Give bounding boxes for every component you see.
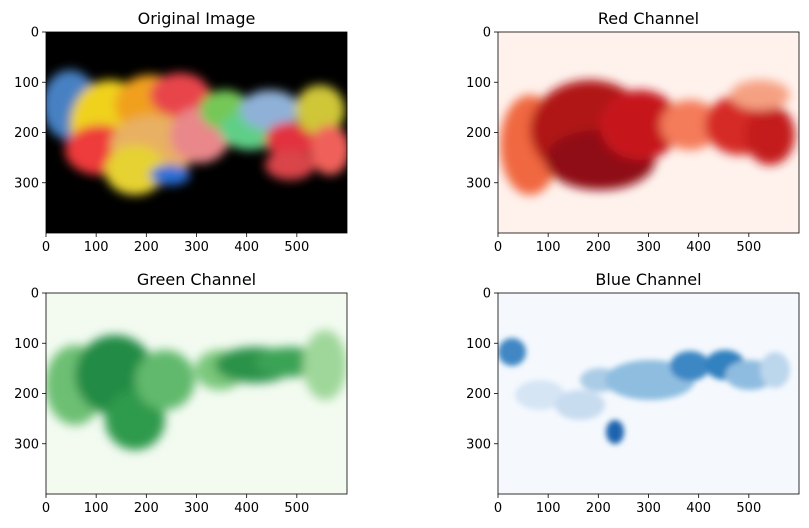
x-tick-label: 200 bbox=[134, 501, 159, 516]
panel-original-image: Original Image 0 bbox=[14, 9, 348, 255]
x-tick-label: 100 bbox=[536, 240, 561, 255]
x-tick-label: 500 bbox=[284, 240, 309, 255]
y-tick-label: 100 bbox=[14, 337, 39, 352]
x-tick-label: 300 bbox=[184, 501, 209, 516]
x-tick-label: 100 bbox=[536, 501, 561, 516]
y-tick-label: 200 bbox=[14, 126, 39, 141]
y-tick-label: 0 bbox=[31, 287, 39, 302]
x-tick-label: 200 bbox=[586, 501, 611, 516]
panel-title: Red Channel bbox=[598, 9, 699, 28]
x-tick-label: 400 bbox=[234, 240, 259, 255]
y-tick-label: 200 bbox=[14, 387, 39, 402]
x-tick-label: 300 bbox=[636, 240, 661, 255]
x-axis: 0 100 200 300 400 500 bbox=[494, 494, 761, 516]
x-tick-label: 0 bbox=[42, 240, 50, 255]
y-axis: 0 100 200 300 bbox=[14, 287, 46, 452]
x-tick-label: 500 bbox=[736, 501, 761, 516]
y-tick-label: 200 bbox=[466, 126, 491, 141]
panel-blue-channel: Blue Channel 0 100 200 300 400 500 0 100 200 300 bbox=[466, 270, 800, 516]
y-axis: 0 100 200 300 bbox=[466, 26, 498, 191]
image-original bbox=[46, 32, 347, 233]
x-tick-label: 400 bbox=[686, 240, 711, 255]
y-tick-label: 100 bbox=[466, 337, 491, 352]
y-tick-label: 300 bbox=[14, 437, 39, 452]
image-blue-channel bbox=[498, 293, 799, 494]
x-tick-label: 500 bbox=[284, 501, 309, 516]
y-tick-label: 0 bbox=[31, 26, 39, 41]
y-axis: 0 100 200 300 bbox=[466, 287, 498, 452]
x-tick-label: 400 bbox=[686, 501, 711, 516]
image-green-channel bbox=[46, 293, 347, 494]
y-tick-label: 300 bbox=[466, 176, 491, 191]
x-tick-label: 500 bbox=[736, 240, 761, 255]
x-axis: 0 100 200 300 400 500 bbox=[494, 233, 761, 255]
x-tick-label: 0 bbox=[494, 240, 502, 255]
y-tick-label: 300 bbox=[14, 176, 39, 191]
panel-green-channel: Green Channel 0 100 200 300 400 500 0 100 200 30… bbox=[14, 270, 348, 516]
x-tick-label: 200 bbox=[134, 240, 159, 255]
panel-title: Green Channel bbox=[137, 270, 256, 289]
x-tick-label: 100 bbox=[84, 240, 109, 255]
y-tick-label: 100 bbox=[14, 76, 39, 91]
x-axis: 0 100 200 300 400 500 bbox=[42, 494, 309, 516]
panel-red-channel: Red Channel 0 100 200 300 400 500 0 100 200 300 bbox=[466, 9, 800, 255]
y-tick-label: 0 bbox=[483, 287, 491, 302]
x-tick-label: 200 bbox=[586, 240, 611, 255]
y-tick-label: 0 bbox=[483, 26, 491, 41]
x-tick-label: 300 bbox=[184, 240, 209, 255]
x-tick-label: 300 bbox=[636, 501, 661, 516]
y-axis: 0 100 200 300 bbox=[14, 26, 46, 191]
x-axis: 0 100 200 300 400 500 bbox=[42, 233, 309, 255]
y-tick-label: 200 bbox=[466, 387, 491, 402]
y-tick-label: 100 bbox=[466, 76, 491, 91]
image-red-channel bbox=[498, 32, 799, 233]
x-tick-label: 0 bbox=[494, 501, 502, 516]
x-tick-label: 0 bbox=[42, 501, 50, 516]
y-tick-label: 300 bbox=[466, 437, 491, 452]
panel-title: Original Image bbox=[138, 9, 256, 28]
x-tick-label: 400 bbox=[234, 501, 259, 516]
panel-title: Blue Channel bbox=[595, 270, 701, 289]
x-tick-label: 100 bbox=[84, 501, 109, 516]
